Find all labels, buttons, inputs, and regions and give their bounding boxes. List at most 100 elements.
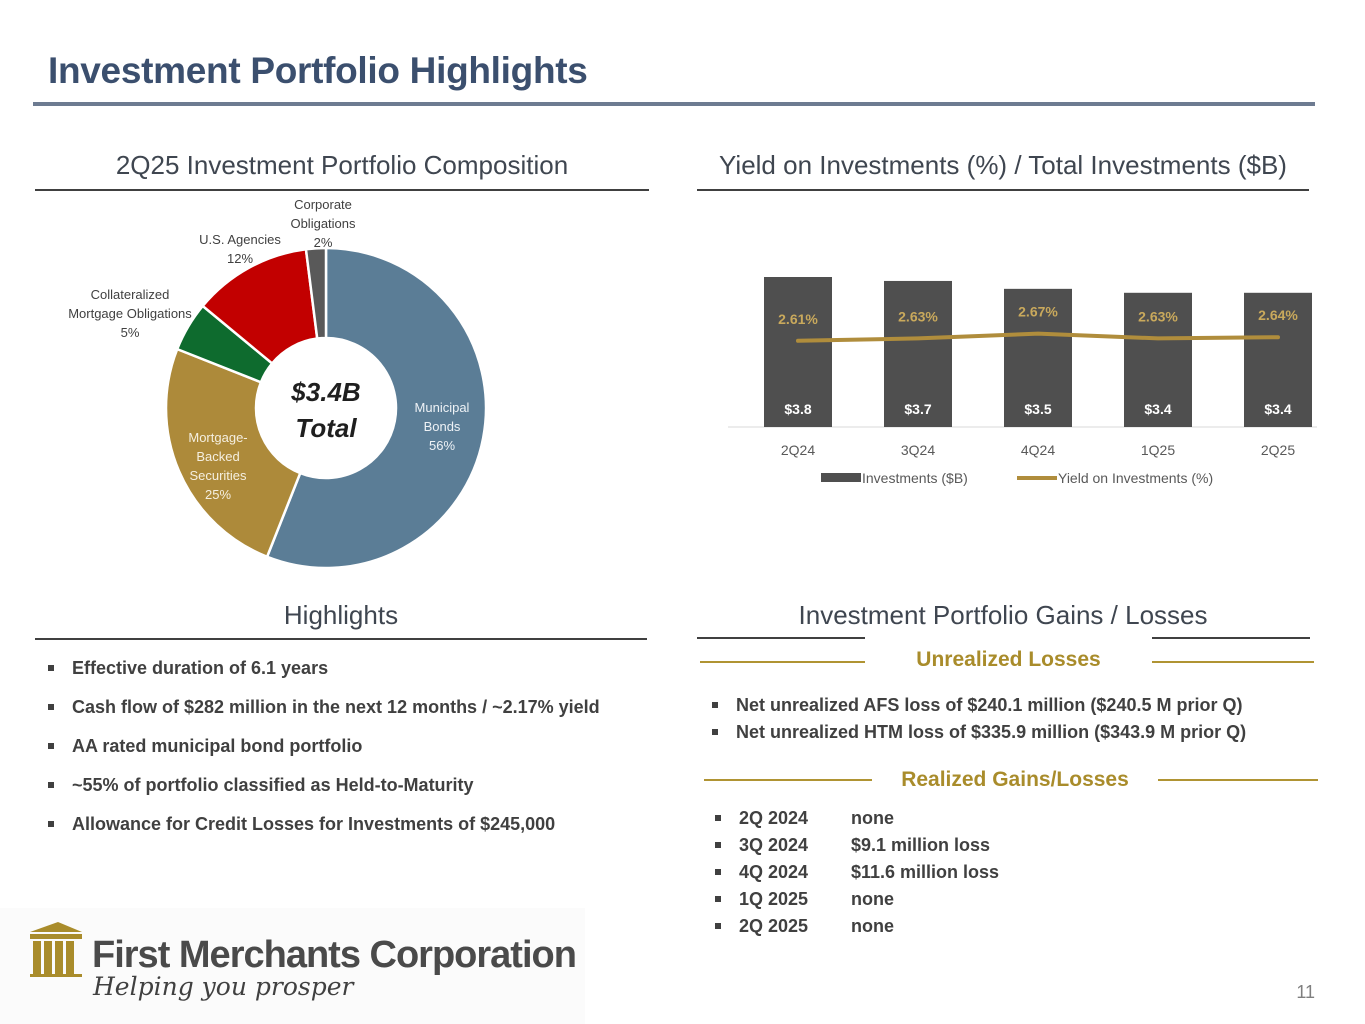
unrealized-item: Net unrealized HTM loss of $335.9 millio…: [712, 722, 1246, 743]
x-tick-label: 1Q25: [1141, 442, 1175, 458]
pie-value-corporate: 2%: [313, 235, 333, 250]
pie-label-mbs-line3: Securities: [189, 468, 247, 483]
legend-swatch-investments: [821, 473, 861, 482]
page-title: Investment Portfolio Highlights: [48, 50, 588, 91]
bullet-icon: [715, 869, 721, 875]
yield-divider: [697, 189, 1309, 191]
highlights-list: Effective duration of 6.1 years Cash flo…: [48, 658, 600, 853]
bullet-icon: [48, 704, 54, 710]
highlight-item: AA rated municipal bond portfolio: [48, 736, 600, 757]
yield-value-label: 2.64%: [1258, 307, 1298, 323]
highlight-text: Effective duration of 6.1 years: [72, 658, 329, 678]
bar-value-label: $3.7: [904, 401, 931, 417]
bar-2q25: [1244, 292, 1312, 427]
bar-value-label: $3.4: [1144, 401, 1171, 417]
legend-label-investments: Investments ($B): [862, 470, 968, 486]
realized-row: 1Q 2025 none: [715, 889, 999, 916]
realized-value: none: [851, 808, 894, 828]
pie-label-municipal-line1: Municipal: [414, 400, 470, 415]
bullet-icon: [715, 842, 721, 848]
bullet-icon: [715, 815, 721, 821]
x-tick-label: 4Q24: [1021, 442, 1055, 458]
realized-period: 3Q 2024: [739, 835, 809, 855]
x-tick-label: 2Q25: [1261, 442, 1295, 458]
pie-value-cmo: 5%: [120, 325, 140, 340]
unrealized-text: Net unrealized AFS loss of $240.1 millio…: [736, 695, 1243, 715]
realized-value: $11.6 million loss: [851, 862, 1000, 882]
bullet-icon: [715, 896, 721, 902]
composition-donut-chart: [164, 246, 488, 570]
donut-slice-municipal-bonds: [265, 246, 488, 570]
pie-label-corporate: Corporate Obligations 2%: [278, 195, 368, 252]
bar-4q24: [1004, 288, 1072, 427]
building-logo-icon: [30, 922, 82, 977]
gains-losses-divider-right: [1152, 637, 1310, 639]
pie-label-mbs: Mortgage- Backed Securities 25%: [176, 428, 260, 504]
bar-2q24: [764, 277, 832, 427]
unrealized-item: Net unrealized AFS loss of $240.1 millio…: [712, 695, 1246, 716]
highlight-item: Allowance for Credit Losses for Investme…: [48, 814, 600, 835]
realized-row: 2Q 2025 none: [715, 916, 999, 943]
pie-label-us-agencies-line1: U.S. Agencies: [199, 232, 281, 247]
realized-value: $9.1 million loss: [851, 835, 991, 855]
pie-value-us-agencies: 12%: [226, 251, 254, 266]
gains-losses-heading: Investment Portfolio Gains / Losses: [798, 600, 1208, 630]
realized-value: none: [851, 889, 894, 909]
yield-heading: Yield on Investments (%) / Total Investm…: [719, 150, 1287, 180]
realized-period: 2Q 2024: [739, 808, 809, 828]
page-number: 11: [1296, 982, 1315, 1002]
pie-value-municipal: 56%: [428, 438, 456, 453]
company-tagline: Helping you prosper: [93, 972, 354, 1001]
bullet-icon: [48, 743, 54, 749]
logo-area: [0, 908, 585, 1024]
pie-label-cmo: Collateralized Mortgage Obligations 5%: [55, 285, 205, 342]
composition-divider: [35, 189, 649, 191]
realized-rule-right: [1158, 779, 1318, 781]
realized-value: none: [851, 916, 894, 936]
pie-label-corporate-line1: Corporate: [294, 197, 352, 212]
pie-label-us-agencies: U.S. Agencies 12%: [190, 230, 290, 268]
unrealized-rule-right: [1152, 661, 1314, 663]
yield-value-label: 2.61%: [778, 311, 818, 327]
bar-value-label: $3.5: [1024, 401, 1051, 417]
bullet-icon: [712, 729, 718, 735]
donut-center-line2: Total: [295, 413, 357, 443]
highlight-text: AA rated municipal bond portfolio: [72, 736, 363, 756]
highlight-text: Cash flow of $282 million in the next 12…: [72, 697, 600, 717]
highlights-divider: [35, 638, 647, 640]
highlight-item: Cash flow of $282 million in the next 12…: [48, 697, 600, 718]
pie-label-mbs-line1: Mortgage-: [188, 430, 248, 445]
bar-value-label: $3.8: [784, 401, 811, 417]
unrealized-rule-left: [700, 661, 865, 663]
highlight-text: ~55% of portfolio classified as Held-to-…: [72, 775, 474, 795]
unrealized-list: Net unrealized AFS loss of $240.1 millio…: [712, 695, 1246, 749]
bar-value-label: $3.4: [1264, 401, 1291, 417]
x-tick-label: 2Q24: [781, 442, 815, 458]
bar-1q25: [1124, 292, 1192, 427]
pie-label-mbs-line2: Backed: [196, 449, 240, 464]
donut-slice-corporate-obligations: [304, 246, 328, 340]
pie-label-cmo-line2: Mortgage Obligations: [68, 306, 192, 321]
bullet-icon: [712, 702, 718, 708]
bullet-icon: [715, 923, 721, 929]
realized-period: 1Q 2025: [739, 889, 809, 909]
realized-row: 2Q 2024 none: [715, 808, 999, 835]
pie-label-municipal-line2: Bonds: [423, 419, 461, 434]
yield-value-label: 2.63%: [1138, 308, 1178, 324]
realized-title: Realized Gains/Losses: [901, 768, 1129, 791]
pie-label-cmo-line1: Collateralized: [90, 287, 170, 302]
donut-center-line1: $3.4B: [291, 377, 361, 407]
bullet-icon: [48, 782, 54, 788]
yield-investments-combo-chart: $3.8 2Q24 $3.7 3Q24 $3.5 4Q24 $3.4 1Q25 $3.4 2Q25…: [728, 277, 1317, 486]
composition-heading: 2Q25 Investment Portfolio Composition: [115, 150, 569, 180]
yield-line: [796, 331, 1280, 343]
donut-center-total: $3.4B Total: [256, 374, 396, 446]
bullet-icon: [48, 821, 54, 827]
unrealized-title: Unrealized Losses: [916, 648, 1101, 671]
realized-period: 2Q 2025: [739, 916, 809, 936]
gains-losses-divider-left: [697, 637, 865, 639]
realized-period: 4Q 2024: [739, 862, 809, 882]
yield-value-label: 2.67%: [1018, 304, 1058, 320]
highlight-item: Effective duration of 6.1 years: [48, 658, 600, 679]
realized-row: 3Q 2024 $9.1 million loss: [715, 835, 999, 862]
